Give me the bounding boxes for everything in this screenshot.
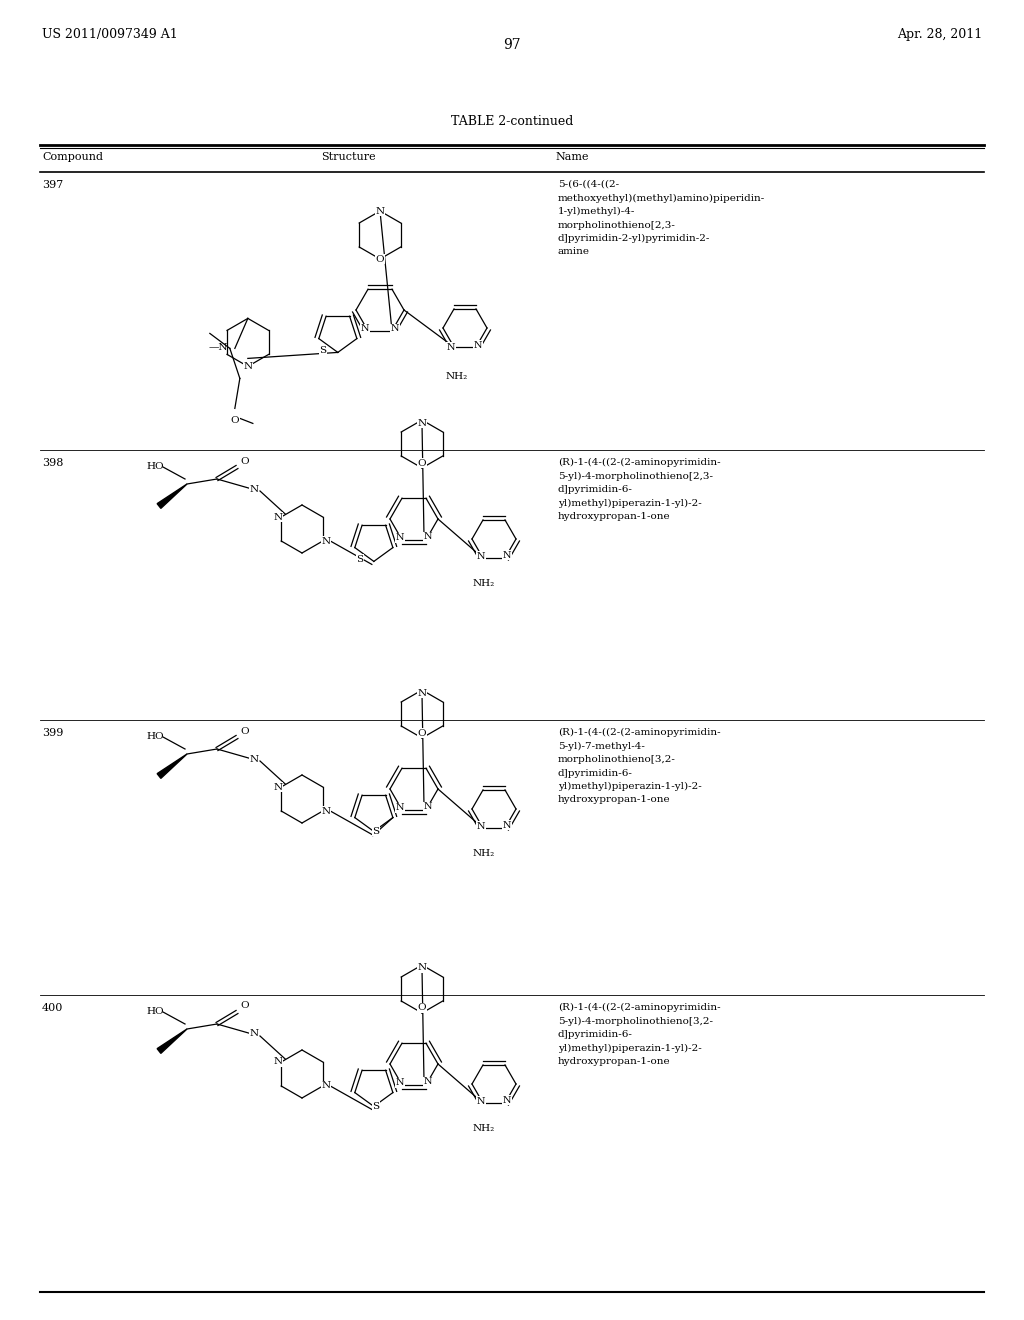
Polygon shape (157, 754, 187, 779)
Text: d]pyrimidin-6-: d]pyrimidin-6- (558, 484, 633, 494)
Text: N: N (474, 341, 482, 350)
Text: N: N (395, 804, 404, 812)
Text: 5-yl)-7-methyl-4-: 5-yl)-7-methyl-4- (558, 742, 645, 751)
Text: N: N (418, 418, 427, 428)
Text: Name: Name (555, 152, 589, 162)
Text: NH₂: NH₂ (473, 579, 496, 587)
Text: US 2011/0097349 A1: US 2011/0097349 A1 (42, 28, 178, 41)
Text: 398: 398 (42, 458, 63, 469)
Text: HO: HO (146, 462, 164, 471)
Text: N: N (376, 206, 385, 215)
Text: N: N (477, 1097, 485, 1106)
Text: 397: 397 (42, 180, 63, 190)
Text: morpholinothieno[3,2-: morpholinothieno[3,2- (558, 755, 676, 764)
Text: (R)-1-(4-((2-(2-aminopyrimidin-: (R)-1-(4-((2-(2-aminopyrimidin- (558, 729, 721, 737)
Text: S: S (373, 1102, 380, 1111)
Text: 5-(6-((4-((2-: 5-(6-((4-((2- (558, 180, 620, 189)
Text: N: N (395, 533, 404, 543)
Text: N: N (477, 821, 485, 830)
Text: N: N (477, 552, 485, 561)
Text: O: O (241, 726, 249, 735)
Text: Compound: Compound (42, 152, 103, 162)
Text: N: N (322, 536, 331, 545)
Text: O: O (418, 729, 426, 738)
Text: N: N (322, 807, 331, 816)
Text: hydroxypropan-1-one: hydroxypropan-1-one (558, 796, 671, 804)
Text: TABLE 2-continued: TABLE 2-continued (451, 115, 573, 128)
Text: N: N (322, 1081, 331, 1090)
Text: 5-yl)-4-morpholinothieno[3,2-: 5-yl)-4-morpholinothieno[3,2- (558, 1016, 713, 1026)
Text: HO: HO (146, 733, 164, 741)
Text: N: N (424, 532, 432, 541)
Text: O: O (418, 458, 426, 467)
Text: Structure: Structure (321, 152, 376, 162)
Text: methoxyethyl)(methyl)amino)piperidin-: methoxyethyl)(methyl)amino)piperidin- (558, 194, 765, 203)
Text: N: N (424, 803, 432, 812)
Polygon shape (157, 1030, 187, 1053)
Text: 5-yl)-4-morpholinothieno[2,3-: 5-yl)-4-morpholinothieno[2,3- (558, 471, 713, 480)
Text: N: N (273, 783, 283, 792)
Text: N: N (273, 512, 283, 521)
Text: N: N (395, 1078, 404, 1088)
Text: yl)methyl)piperazin-1-yl)-2-: yl)methyl)piperazin-1-yl)-2- (558, 1044, 701, 1052)
Text: S: S (356, 554, 364, 564)
Text: O: O (376, 255, 384, 264)
Text: N: N (360, 325, 370, 333)
Text: N: N (446, 343, 456, 351)
Text: NH₂: NH₂ (473, 1125, 496, 1133)
Text: O: O (418, 1003, 426, 1012)
Text: N: N (250, 484, 259, 494)
Text: N: N (424, 1077, 432, 1086)
Text: 1-yl)methyl)-4-: 1-yl)methyl)-4- (558, 207, 635, 216)
Text: O: O (230, 416, 240, 425)
Text: yl)methyl)piperazin-1-yl)-2-: yl)methyl)piperazin-1-yl)-2- (558, 781, 701, 791)
Text: N: N (503, 821, 511, 829)
Text: (R)-1-(4-((2-(2-aminopyrimidin-: (R)-1-(4-((2-(2-aminopyrimidin- (558, 1003, 721, 1012)
Text: morpholinothieno[2,3-: morpholinothieno[2,3- (558, 220, 676, 230)
Text: N: N (250, 1030, 259, 1039)
Text: N: N (503, 1096, 511, 1105)
Text: N: N (250, 755, 259, 763)
Text: N: N (418, 964, 427, 973)
Text: hydroxypropan-1-one: hydroxypropan-1-one (558, 512, 671, 521)
Text: NH₂: NH₂ (445, 372, 468, 381)
Text: d]pyrimidin-6-: d]pyrimidin-6- (558, 1030, 633, 1039)
Text: NH₂: NH₂ (473, 849, 496, 858)
Text: hydroxypropan-1-one: hydroxypropan-1-one (558, 1057, 671, 1067)
Polygon shape (157, 484, 187, 508)
Text: O: O (241, 1002, 249, 1011)
Text: 400: 400 (42, 1003, 63, 1012)
Text: amine: amine (558, 248, 590, 256)
Text: S: S (373, 826, 380, 836)
Text: —N: —N (208, 343, 227, 352)
Text: N: N (244, 362, 252, 371)
Text: (R)-1-(4-((2-(2-aminopyrimidin-: (R)-1-(4-((2-(2-aminopyrimidin- (558, 458, 721, 467)
Text: N: N (273, 1057, 283, 1067)
Text: N: N (391, 325, 399, 333)
Text: S: S (319, 346, 327, 355)
Text: 97: 97 (503, 38, 521, 51)
Text: Apr. 28, 2011: Apr. 28, 2011 (897, 28, 982, 41)
Text: N: N (503, 550, 511, 560)
Text: yl)methyl)piperazin-1-yl)-2-: yl)methyl)piperazin-1-yl)-2- (558, 499, 701, 508)
Text: d]pyrimidin-2-yl)pyrimidin-2-: d]pyrimidin-2-yl)pyrimidin-2- (558, 234, 711, 243)
Text: HO: HO (146, 1007, 164, 1016)
Text: N: N (418, 689, 427, 697)
Text: 399: 399 (42, 729, 63, 738)
Text: d]pyrimidin-6-: d]pyrimidin-6- (558, 768, 633, 777)
Text: O: O (241, 457, 249, 466)
